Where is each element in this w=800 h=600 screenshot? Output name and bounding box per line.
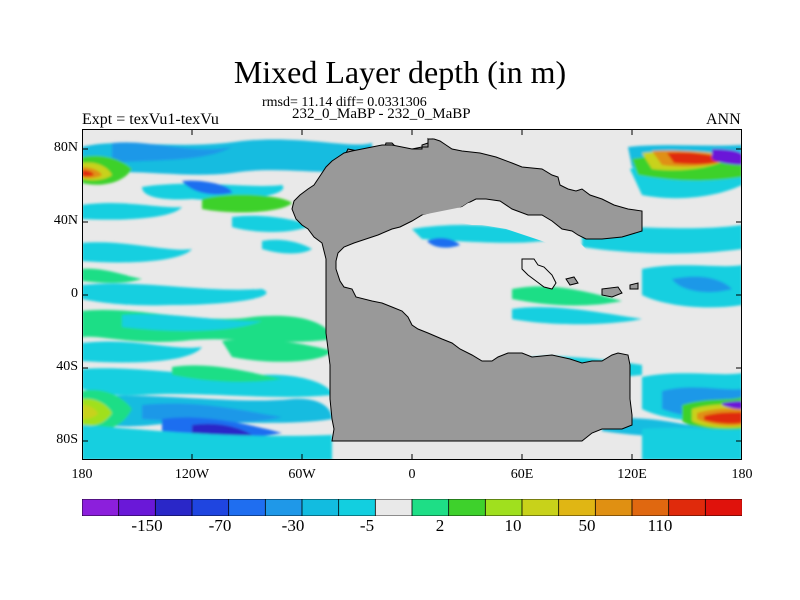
colorbar-swatch xyxy=(82,499,120,516)
colorbar-swatch xyxy=(558,499,597,516)
colorbar-swatch xyxy=(264,499,303,516)
lon-tick-label: 60E xyxy=(510,467,534,482)
lat-tick-label: 40N xyxy=(53,213,78,228)
colorbar-swatch xyxy=(338,499,377,516)
map-plot xyxy=(82,129,742,460)
colorbar-swatch xyxy=(118,499,157,516)
axis-ticks xyxy=(82,129,742,460)
colorbar-label: 110 xyxy=(647,516,673,535)
lon-tick-label: 180 xyxy=(71,467,93,482)
lat-tick-label: 80S xyxy=(56,432,78,447)
colorbar-swatch xyxy=(228,499,267,516)
colorbar-label: -30 xyxy=(281,516,305,535)
season-label: ANN xyxy=(706,111,741,128)
colorbar-swatch xyxy=(521,499,560,516)
lat-tick-label: 40S xyxy=(56,359,78,374)
experiment-label: Expt = texVu1-texVu xyxy=(82,111,219,128)
colorbar-swatch xyxy=(668,499,707,516)
colorbar-swatch xyxy=(594,499,633,516)
comparison-label: 232_0_MaBP - 232_0_MaBP xyxy=(292,106,471,122)
colorbar-swatch xyxy=(484,499,523,516)
colorbar-label: -5 xyxy=(359,516,375,535)
lat-tick-label: 0 xyxy=(71,286,78,301)
contour-fill-layer xyxy=(82,139,742,460)
colorbar-swatch xyxy=(191,499,230,516)
colorbar-swatch xyxy=(411,499,450,516)
lon-tick-label: 180 xyxy=(731,467,753,482)
colorbar-swatch xyxy=(704,499,742,516)
lon-tick-label: 120W xyxy=(174,467,210,482)
colorbar-label: -150 xyxy=(131,516,163,535)
colorbar-label: 50 xyxy=(578,516,596,535)
lon-tick-label: 0 xyxy=(408,467,416,482)
colorbar-swatch xyxy=(374,499,413,516)
colorbar-swatch xyxy=(631,499,670,516)
lon-tick-label: 120E xyxy=(617,467,647,482)
land-mask xyxy=(291,137,643,442)
colorbar-swatch xyxy=(301,499,340,516)
lon-tick-label: 60W xyxy=(288,467,316,482)
colorbar-swatch xyxy=(448,499,487,516)
stats-line: rmsd= 11.14 diff= 0.0331306 xyxy=(262,95,427,110)
colorbar-label: 2 xyxy=(435,516,445,535)
colorbar-label: 10 xyxy=(504,516,522,535)
lat-tick-label: 80N xyxy=(53,140,78,155)
colorbar-swatch xyxy=(154,499,193,516)
colorbar-label: -70 xyxy=(208,516,232,535)
chart-title: Mixed Layer depth (in m) xyxy=(233,54,567,90)
colorbar xyxy=(82,499,742,516)
